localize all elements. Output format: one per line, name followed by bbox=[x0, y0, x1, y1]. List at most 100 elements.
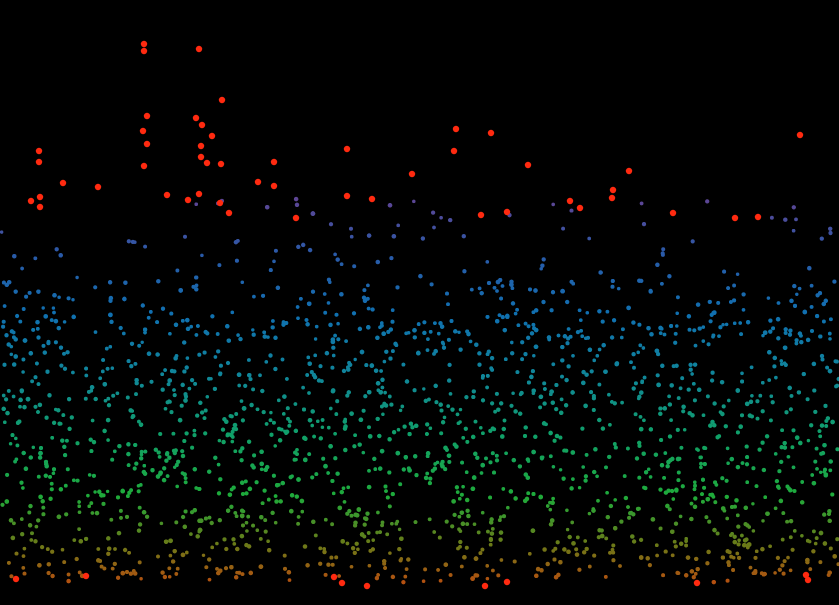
data-point bbox=[341, 368, 347, 374]
data-point bbox=[461, 435, 466, 440]
data-point bbox=[694, 556, 699, 561]
data-point bbox=[627, 515, 632, 520]
data-point bbox=[269, 410, 273, 415]
data-point bbox=[140, 303, 145, 308]
data-point bbox=[137, 419, 141, 424]
data-point bbox=[67, 426, 72, 431]
data-point bbox=[365, 511, 370, 516]
data-point bbox=[187, 386, 192, 391]
data-point bbox=[75, 478, 80, 483]
data-point bbox=[817, 291, 823, 296]
data-point bbox=[612, 318, 617, 323]
data-point bbox=[692, 487, 697, 492]
data-point bbox=[180, 453, 186, 459]
data-point bbox=[596, 498, 600, 503]
data-point bbox=[241, 523, 245, 528]
data-point bbox=[231, 485, 236, 490]
data-point bbox=[163, 406, 168, 411]
data-point bbox=[106, 403, 112, 408]
data-point bbox=[240, 446, 245, 451]
data-point bbox=[638, 555, 644, 560]
data-point bbox=[658, 406, 663, 411]
data-point bbox=[34, 524, 39, 529]
highlight-point bbox=[198, 121, 206, 129]
data-point bbox=[328, 322, 333, 328]
data-point bbox=[504, 451, 508, 456]
data-point bbox=[21, 450, 26, 456]
data-point bbox=[87, 473, 92, 477]
data-point bbox=[577, 567, 582, 572]
data-point bbox=[367, 468, 371, 473]
data-point bbox=[704, 515, 709, 520]
data-point bbox=[20, 532, 25, 537]
data-point bbox=[716, 300, 721, 305]
data-point bbox=[366, 484, 372, 490]
data-point bbox=[326, 471, 330, 475]
data-point bbox=[621, 327, 625, 332]
data-point bbox=[266, 539, 270, 543]
data-point bbox=[638, 426, 644, 432]
data-point bbox=[21, 357, 26, 362]
data-point bbox=[466, 513, 471, 519]
data-point bbox=[779, 445, 784, 450]
data-point bbox=[248, 377, 253, 382]
data-point bbox=[380, 520, 385, 525]
data-point bbox=[195, 413, 200, 418]
data-point bbox=[63, 483, 68, 488]
data-point bbox=[316, 419, 320, 424]
data-point bbox=[375, 381, 381, 386]
data-point bbox=[450, 524, 455, 529]
data-point bbox=[818, 334, 823, 339]
data-point bbox=[809, 304, 814, 309]
data-point bbox=[769, 215, 774, 220]
data-point bbox=[732, 539, 738, 545]
data-point bbox=[432, 225, 436, 230]
data-point bbox=[20, 266, 24, 271]
data-point bbox=[809, 283, 814, 288]
data-point bbox=[561, 226, 565, 231]
data-point bbox=[709, 492, 715, 498]
data-point bbox=[720, 476, 725, 481]
data-point bbox=[1, 406, 6, 412]
data-point bbox=[25, 396, 31, 402]
data-point bbox=[437, 535, 442, 540]
data-point bbox=[548, 430, 553, 436]
data-point bbox=[580, 334, 584, 338]
data-point bbox=[179, 403, 184, 408]
data-point bbox=[28, 455, 33, 460]
data-point bbox=[570, 520, 574, 525]
data-point bbox=[776, 336, 781, 341]
data-point bbox=[607, 454, 612, 459]
data-point bbox=[189, 324, 193, 329]
data-point bbox=[446, 337, 451, 342]
data-point bbox=[306, 355, 311, 360]
data-point bbox=[528, 552, 532, 556]
data-point bbox=[20, 389, 24, 394]
data-point bbox=[397, 547, 402, 552]
highlight-point bbox=[218, 96, 226, 104]
data-point bbox=[583, 403, 588, 409]
data-point bbox=[637, 440, 642, 445]
data-point bbox=[459, 564, 464, 569]
data-point bbox=[682, 427, 687, 432]
data-point bbox=[785, 484, 790, 489]
data-point bbox=[89, 385, 95, 390]
data-point bbox=[760, 440, 765, 445]
data-point bbox=[413, 454, 418, 459]
data-point bbox=[200, 253, 204, 258]
data-point bbox=[752, 570, 758, 575]
data-point bbox=[77, 570, 82, 575]
data-point bbox=[132, 466, 137, 471]
data-point bbox=[374, 576, 379, 581]
data-point bbox=[342, 500, 347, 504]
data-point bbox=[788, 407, 793, 412]
data-point bbox=[611, 550, 616, 555]
data-point bbox=[51, 306, 56, 310]
data-point bbox=[367, 563, 372, 568]
data-point bbox=[545, 561, 550, 567]
data-point bbox=[425, 422, 430, 427]
data-point bbox=[648, 475, 653, 479]
data-point bbox=[98, 559, 103, 563]
data-point bbox=[541, 257, 546, 262]
data-point bbox=[780, 563, 785, 568]
